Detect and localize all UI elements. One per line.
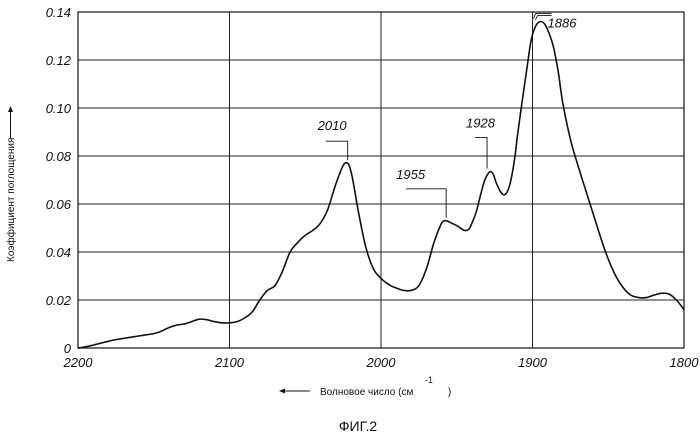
annotation-label: 1886 bbox=[548, 16, 578, 31]
x-tick-label: 2100 bbox=[214, 355, 245, 370]
x-axis-label: Волновое число (см bbox=[320, 387, 413, 398]
grid bbox=[78, 12, 684, 348]
x-tick-label: 1900 bbox=[518, 355, 548, 370]
x-axis-label-group: Волновое число (см -1 ) bbox=[279, 375, 451, 398]
x-tick-label: 2200 bbox=[63, 355, 94, 370]
x-tick-label: 2000 bbox=[366, 355, 397, 370]
y-tick-label: 0.12 bbox=[46, 53, 72, 68]
y-tick-label: 0 bbox=[64, 341, 72, 356]
y-tick-label: 0.14 bbox=[46, 5, 71, 20]
figure-caption: ФИГ.2 bbox=[339, 418, 377, 434]
y-tick-label: 0.02 bbox=[46, 293, 72, 308]
peak-annotation: 2010 bbox=[317, 118, 348, 160]
x-axis-label-close: ) bbox=[448, 387, 451, 398]
y-tick-label: 0.08 bbox=[46, 149, 72, 164]
annotation-label: 1928 bbox=[466, 116, 496, 131]
annotation-leader bbox=[326, 141, 348, 160]
y-tick-label: 0.04 bbox=[46, 245, 71, 260]
annotation-leader bbox=[475, 138, 487, 169]
peak-annotation: 1928 bbox=[466, 116, 496, 169]
y-tick-label: 0.06 bbox=[46, 197, 72, 212]
y-axis-label: Коэффициент поглощения bbox=[5, 138, 17, 262]
y-axis-label-group: Коэффициент поглощения bbox=[5, 106, 17, 262]
x-axis-label-exponent: -1 bbox=[425, 375, 433, 385]
peak-annotations: 2010 1955 1928 1886 bbox=[317, 14, 578, 218]
y-axis-arrow-head bbox=[8, 106, 13, 112]
y-tick-label: 0.10 bbox=[46, 101, 72, 116]
x-axis-arrow-head bbox=[279, 389, 285, 394]
annotation-label: 2010 bbox=[317, 118, 348, 133]
x-tick-label: 1800 bbox=[670, 355, 700, 370]
x-tick-labels: 2200 2100 2000 1900 1800 bbox=[63, 355, 700, 370]
y-tick-labels: 0 0.02 0.04 0.06 0.08 0.10 0.12 0.14 bbox=[46, 5, 72, 356]
peak-annotation: 1955 bbox=[396, 167, 446, 218]
annotation-label: 1955 bbox=[396, 167, 426, 182]
annotation-leader bbox=[406, 189, 446, 218]
